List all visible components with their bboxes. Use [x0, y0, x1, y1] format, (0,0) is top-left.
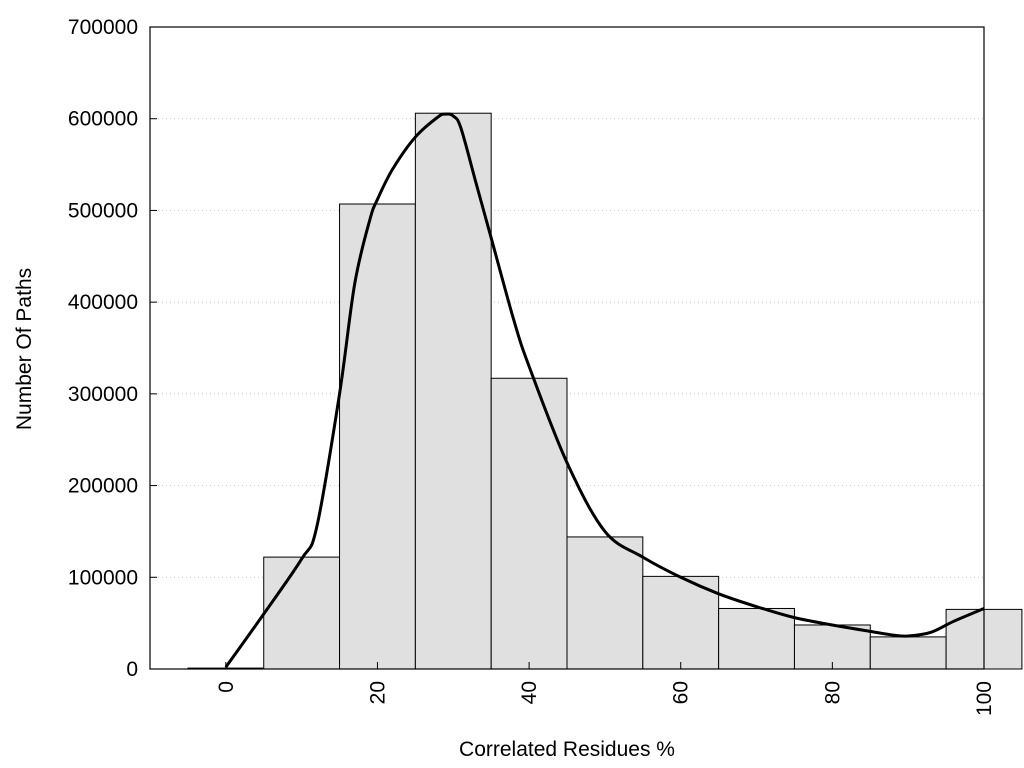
bars-layer [187, 112, 1023, 670]
y-tick-label: 500000 [68, 199, 138, 222]
x-tick-label: 80 [821, 681, 844, 704]
y-axis-title: Number Of Paths [13, 268, 36, 430]
histogram-bar [490, 377, 568, 670]
histogram-bar [642, 575, 720, 670]
x-tick-label: 100 [973, 681, 996, 716]
y-tick-label: 600000 [68, 108, 138, 131]
histogram-bar [869, 636, 947, 670]
density-curve [224, 112, 985, 669]
histogram-bar [414, 112, 492, 670]
x-tick-label: 0 [215, 681, 238, 693]
x-axis-ticks: 0 20 40 60 80 100 [215, 662, 996, 716]
y-tick-label: 0 [126, 658, 138, 681]
y-tick-label: 200000 [68, 475, 138, 498]
y-tick-label: 700000 [68, 16, 138, 39]
plot-frame [149, 26, 985, 670]
y-axis-ticks: 0 100000 200000 300000 400000 500000 600000 700… [68, 16, 157, 681]
x-tick-label: 60 [670, 681, 693, 704]
histogram-bar [566, 536, 644, 670]
x-axis-title: Correlated Residues % [459, 738, 675, 761]
histogram-bar [339, 203, 416, 670]
x-tick-label: 20 [366, 681, 389, 704]
y-tick-label: 300000 [68, 383, 138, 406]
histogram-bar [263, 556, 341, 670]
y-tick-label: 400000 [68, 291, 138, 314]
x-tick-label: 40 [518, 681, 541, 704]
histogram-bar [718, 607, 795, 670]
y-tick-label: 100000 [68, 566, 138, 589]
